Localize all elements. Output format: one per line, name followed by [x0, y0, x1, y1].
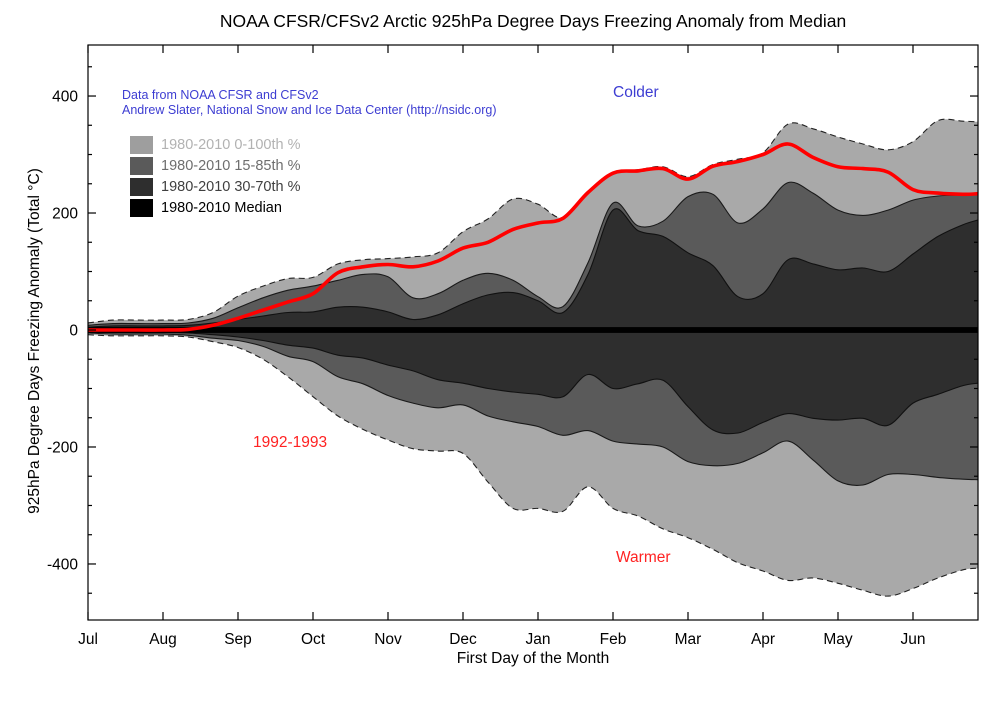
svg-text:Jun: Jun [901, 631, 926, 648]
legend-item-15-85th: 1980-2010 15-85th % [130, 157, 300, 175]
legend-swatch-median [130, 199, 153, 217]
legend-item-0-100th: 1980-2010 0-100th % [130, 136, 300, 154]
legend-item-30-70th: 1980-2010 30-70th % [130, 178, 300, 196]
page-title: NOAA CFSR/CFSv2 Arctic 925hPa Degree Day… [219, 11, 847, 31]
annotation-season-1992-1993: 1992-1993 [253, 434, 328, 451]
svg-text:Aug: Aug [149, 631, 177, 648]
svg-text:-400: -400 [47, 556, 78, 573]
svg-text:Mar: Mar [675, 631, 702, 648]
svg-text:Jan: Jan [526, 631, 551, 648]
svg-text:May: May [823, 631, 853, 648]
y-axis-label: 925hPa Degree Days Freezing Anomaly (Tot… [26, 168, 43, 514]
svg-text:Jul: Jul [78, 631, 98, 648]
svg-text:Dec: Dec [449, 631, 477, 648]
legend: 1980-2010 0-100th % 1980-2010 15-85th % … [130, 136, 300, 220]
annotation-colder: Colder [613, 84, 659, 101]
svg-text:-200: -200 [47, 439, 78, 456]
svg-text:Apr: Apr [751, 631, 775, 648]
data-credit: Data from NOAA CFSR and CFSv2 Andrew Sla… [122, 88, 497, 118]
x-axis-label: First Day of the Month [456, 650, 610, 667]
svg-text:200: 200 [52, 206, 78, 223]
legend-item-median: 1980-2010 Median [130, 199, 300, 217]
legend-swatch-15-85th [130, 157, 153, 175]
legend-label-30-70th: 1980-2010 30-70th % [161, 179, 301, 195]
legend-swatch-30-70th [130, 178, 153, 196]
svg-text:Nov: Nov [374, 631, 402, 648]
legend-label-0-100th: 1980-2010 0-100th % [161, 137, 301, 153]
annotation-warmer: Warmer [616, 549, 671, 566]
svg-text:Oct: Oct [301, 631, 326, 648]
credit-line-1: Data from NOAA CFSR and CFSv2 [122, 88, 319, 102]
legend-label-15-85th: 1980-2010 15-85th % [161, 158, 301, 174]
legend-swatch-0-100th [130, 136, 153, 154]
svg-text:0: 0 [69, 323, 78, 340]
credit-line-2: Andrew Slater, National Snow and Ice Dat… [122, 103, 497, 117]
svg-text:Sep: Sep [224, 631, 252, 648]
svg-text:400: 400 [52, 89, 78, 106]
legend-label-median: 1980-2010 Median [161, 200, 282, 216]
svg-text:Feb: Feb [600, 631, 627, 648]
